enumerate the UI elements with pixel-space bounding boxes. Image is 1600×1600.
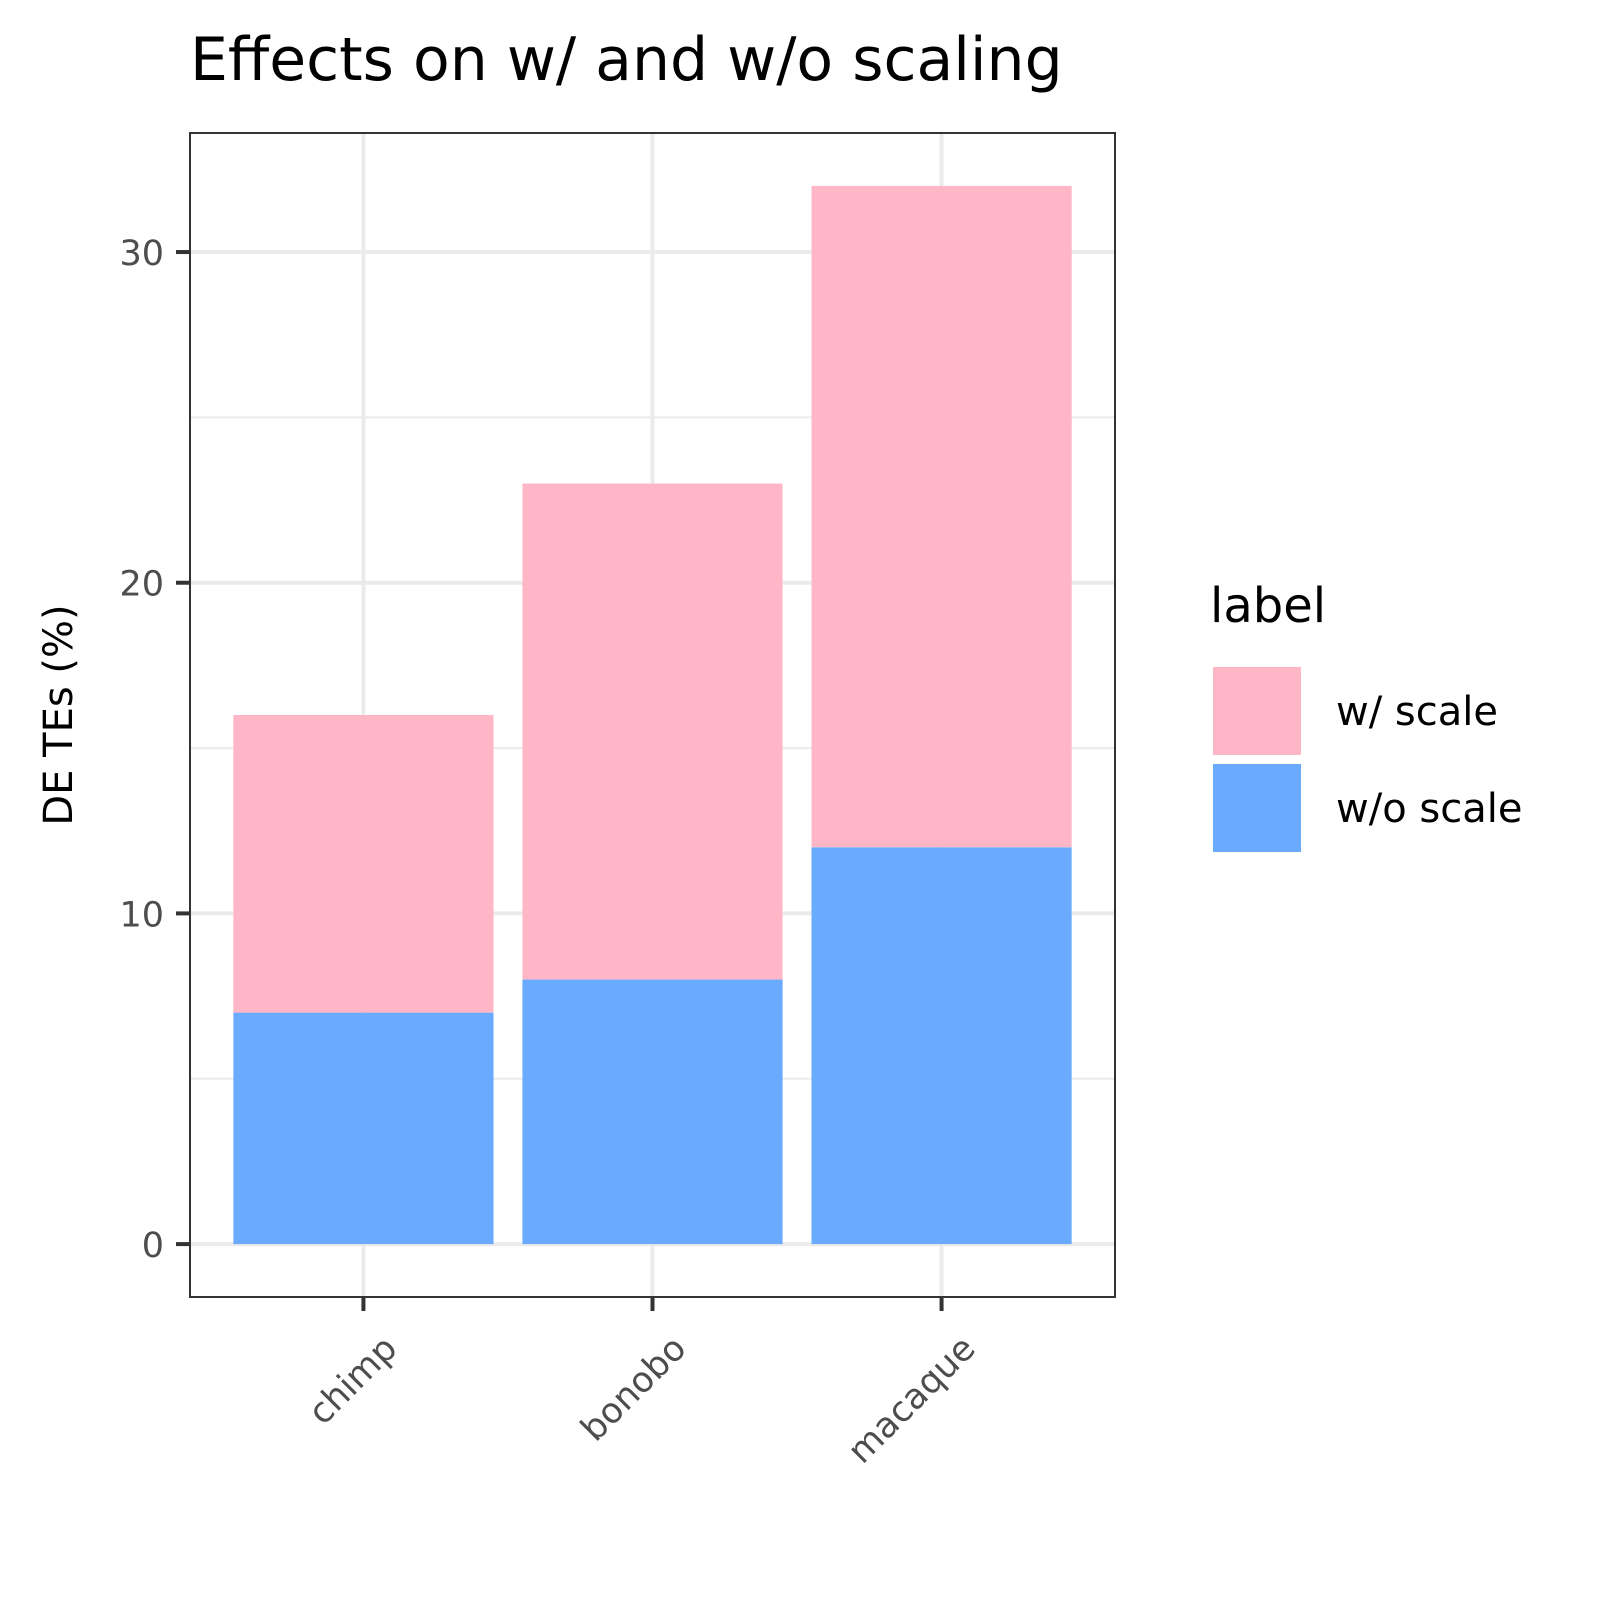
legend: label w/ scale w/o scale [1210,578,1522,852]
bars [233,185,1072,1245]
y-tick-label: 20 [119,565,164,605]
legend-label-wo-scale: w/o scale [1336,786,1522,832]
bar-macaque-w-scale [811,185,1072,848]
legend-label-w-scale: w/ scale [1336,689,1498,735]
y-tick-label: 10 [119,895,164,935]
y-axis-label: DE TEs (%) [36,604,82,825]
bar-macaque-w-o-scale [811,847,1072,1245]
y-tick-label: 0 [142,1226,164,1266]
bar-bonobo-w-scale [522,483,783,980]
bar-chimp-w-o-scale [233,1012,494,1245]
x-tick-label: macaque [841,1329,984,1472]
x-tick-label: bonobo [574,1329,695,1450]
legend-swatch-wo-scale [1213,764,1301,852]
legend-swatch-w-scale [1213,667,1301,755]
bar-chimp-w-scale [233,715,494,1013]
legend-title: label [1210,578,1326,634]
y-tick-label: 30 [119,234,164,274]
bar-bonobo-w-o-scale [522,979,783,1245]
x-tick-label: chimp [301,1329,405,1433]
chart-title: Effects on w/ and w/o scaling [190,25,1063,95]
